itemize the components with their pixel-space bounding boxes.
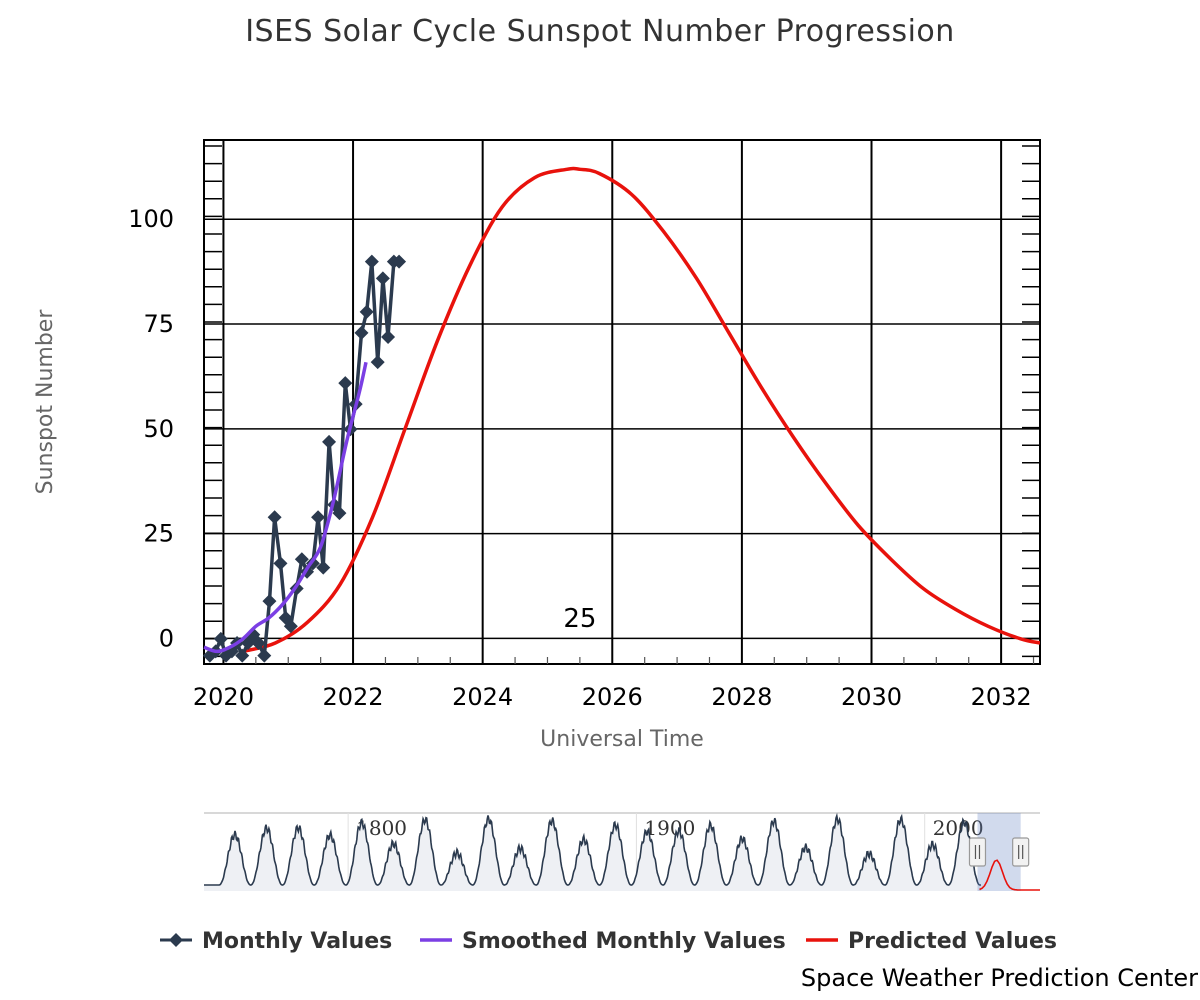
monthly-value-point <box>257 648 272 663</box>
y-axis-title: Sunspot Number <box>33 309 58 495</box>
monthly-value-point <box>235 648 250 663</box>
y-tick-label-100: 100 <box>128 205 174 233</box>
smoothed-monthly-line <box>203 361 368 654</box>
y-tick-label-25: 25 <box>143 520 174 548</box>
x-tick-label-2024: 2024 <box>452 683 513 711</box>
legend-item-predicted[interactable]: Predicted Values <box>806 929 1057 954</box>
y-tick-label-75: 75 <box>143 310 174 338</box>
y-tick-label-50: 50 <box>143 415 174 443</box>
predicted-values-line <box>242 166 1040 654</box>
chart-title: ISES Solar Cycle Sunspot Number Progress… <box>245 14 955 49</box>
legend-label-predicted: Predicted Values <box>848 929 1057 954</box>
navigator-history-area <box>204 815 981 891</box>
monthly-value-point <box>370 355 385 370</box>
monthly-value-point <box>273 556 288 571</box>
x-tick-label-2028: 2028 <box>711 683 772 711</box>
legend-label-smoothed: Smoothed Monthly Values <box>462 929 786 954</box>
monthly-value-point <box>316 560 331 575</box>
x-axis-ticks: 2020 2022 2024 2026 2028 2030 2032 <box>193 683 1032 711</box>
legend-item-monthly[interactable]: Monthly Values <box>160 929 392 954</box>
monthly-value-point <box>311 510 326 525</box>
handle-grip-icon <box>968 837 987 867</box>
monthly-value-point <box>364 254 379 269</box>
legend-item-smoothed[interactable]: Smoothed Monthly Values <box>420 929 786 954</box>
monthly-value-point <box>251 636 266 651</box>
navigator-left-handle[interactable] <box>968 837 987 867</box>
credit-text: Space Weather Prediction Center <box>800 964 1198 992</box>
legend-label-monthly: Monthly Values <box>202 929 392 954</box>
monthly-value-point <box>354 325 369 340</box>
monthly-value-point <box>375 271 390 286</box>
monthly-value-point <box>392 254 407 269</box>
monthly-value-point <box>332 506 347 521</box>
navigator-predicted-line <box>979 859 1040 891</box>
legend: Monthly Values Smoothed Monthly Values P… <box>160 929 1057 954</box>
monthly-value-point <box>322 434 337 449</box>
cycle-number-label: 25 <box>563 604 596 634</box>
x-tick-label-2032: 2032 <box>971 683 1032 711</box>
monthly-value-point <box>283 619 298 634</box>
series-layer <box>202 166 1040 663</box>
range-navigator[interactable]: 1800 1900 2000 <box>204 812 1040 891</box>
monthly-value-point <box>262 594 277 609</box>
x-axis-title: Universal Time <box>540 727 704 752</box>
monthly-value-point <box>267 510 282 525</box>
navigator-label-2000: 2000 <box>933 816 984 840</box>
navigator-right-handle[interactable] <box>1012 837 1030 867</box>
x-tick-label-2020: 2020 <box>193 683 254 711</box>
diamond-marker-icon <box>169 933 183 947</box>
handle-grip-icon <box>1012 837 1030 867</box>
minor-ticks <box>204 145 1040 664</box>
navigator-label-1900: 1900 <box>644 816 695 840</box>
y-tick-label-0: 0 <box>159 624 174 652</box>
x-tick-label-2030: 2030 <box>841 683 902 711</box>
y-axis-ticks: 0 25 50 75 100 <box>128 205 174 652</box>
x-tick-label-2026: 2026 <box>582 683 643 711</box>
monthly-value-point <box>338 376 353 391</box>
x-tick-label-2022: 2022 <box>323 683 384 711</box>
monthly-value-point <box>213 631 228 646</box>
monthly-value-point <box>359 304 374 319</box>
monthly-value-point <box>294 552 309 567</box>
navigator-history-line <box>204 812 982 886</box>
monthly-value-point <box>381 330 396 345</box>
